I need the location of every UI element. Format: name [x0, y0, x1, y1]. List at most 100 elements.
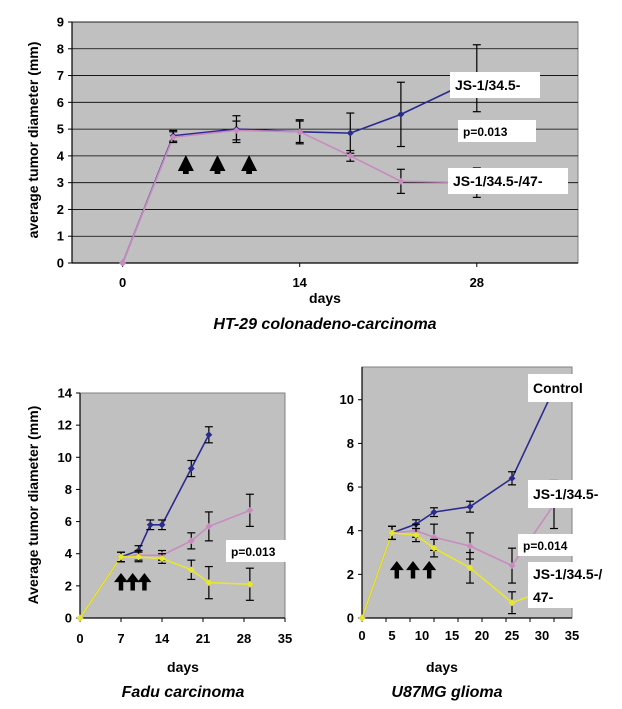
treatment-arrow — [137, 573, 152, 591]
y-tick-label: 2 — [347, 567, 354, 582]
chart-title: HT-29 colonadeno-carcinoma — [213, 316, 436, 333]
y-tick-label: 6 — [347, 480, 354, 495]
data-point — [205, 431, 213, 439]
x-tick-label: 15 — [445, 628, 459, 643]
data-point — [246, 580, 254, 588]
y-tick-label: 0 — [57, 256, 64, 271]
x-tick-label: 35 — [278, 631, 292, 646]
x-tick-label: 14 — [155, 631, 170, 646]
annotation-label: p=0.013 — [231, 545, 276, 559]
chart-3: 0 2 4 6 8 10 0 5 10 15 20 25 30 35 days U87MG glioma Con… — [340, 366, 610, 701]
y-tick-label: 10 — [58, 450, 72, 465]
y-tick-label: 2 — [57, 202, 64, 217]
data-point — [508, 562, 516, 570]
annotation-label: JS-1/34.5- — [455, 77, 521, 93]
x-tick-label: 21 — [196, 631, 210, 646]
treatment-arrow — [389, 561, 404, 579]
annotation-box — [226, 540, 288, 562]
chart-1: 0 1 2 3 4 5 6 7 8 9 0 14 28 days average tumor diamete… — [25, 15, 579, 333]
annotation-label: JS-1/34.5- — [533, 486, 599, 502]
y-tick-label: 10 — [340, 392, 354, 407]
x-tick-label: 0 — [76, 631, 83, 646]
data-point — [296, 128, 304, 136]
y-tick-label: 6 — [65, 514, 72, 529]
y-axis-label: average tumor diameter (mm) — [25, 42, 41, 239]
treatment-arrow — [422, 561, 437, 579]
annotation-label: JS-1/34.5-/47- — [453, 173, 543, 189]
data-point — [117, 553, 125, 561]
data-point — [358, 614, 366, 622]
y-tick-label: 8 — [57, 41, 64, 56]
treatment-arrow — [209, 155, 226, 174]
data-point — [346, 129, 354, 137]
y-tick-label: 0 — [347, 611, 354, 626]
data-point — [466, 542, 474, 550]
annotation-box — [458, 120, 536, 142]
series-3 — [76, 551, 254, 622]
data-point — [158, 554, 166, 563]
x-tick-label: 0 — [358, 628, 365, 643]
data-point — [388, 529, 396, 537]
y-tick-label: 7 — [57, 68, 64, 83]
x-tick-label: 14 — [292, 275, 307, 290]
data-point — [508, 599, 516, 607]
plot-area — [79, 392, 286, 619]
y-tick-label: 0 — [65, 611, 72, 626]
y-tick-label: 6 — [57, 95, 64, 110]
annotation-box — [528, 562, 610, 586]
y-tick-label: 9 — [57, 15, 64, 30]
data-point — [187, 566, 195, 574]
x-axis-label: days — [309, 290, 341, 306]
data-point — [187, 464, 195, 473]
y-tick-label: 8 — [347, 436, 354, 451]
annotation-label: 47- — [533, 589, 554, 605]
y-tick-label: 4 — [57, 148, 65, 163]
data-point — [205, 522, 213, 530]
y-tick-label: 8 — [65, 482, 72, 497]
x-axis-label: days — [426, 659, 458, 675]
chart-title: U87MG glioma — [391, 684, 502, 701]
treatment-arrow — [114, 573, 128, 591]
annotation-box — [448, 168, 568, 194]
x-tick-label: 25 — [505, 628, 519, 643]
data-point — [76, 614, 84, 622]
x-tick-label: 35 — [565, 628, 579, 643]
chart-title: Fadu carcinoma — [122, 684, 245, 701]
x-tick-label: 10 — [415, 628, 429, 643]
x-tick-label: 28 — [237, 631, 251, 646]
y-tick-label: 2 — [65, 578, 72, 593]
chart-2: 0 2 4 6 8 10 12 14 0 7 14 21 28 35 days Average tumor d… — [25, 386, 292, 702]
treatment-arrow — [177, 155, 194, 174]
annotation-box — [450, 72, 540, 98]
y-tick-label: 4 — [65, 546, 73, 561]
data-point — [508, 474, 516, 482]
data-point — [346, 152, 354, 160]
data-point — [187, 537, 195, 545]
data-point — [169, 133, 177, 141]
x-tick-label: 0 — [119, 275, 126, 290]
data-point — [158, 521, 166, 529]
treatment-arrow — [241, 155, 258, 174]
x-tick-label: 7 — [117, 631, 124, 646]
data-point — [466, 564, 474, 572]
annotation-label: p=0.014 — [523, 539, 568, 553]
y-tick-label: 5 — [57, 122, 64, 137]
y-axis-label: Average tumor diameter (mm) — [25, 406, 41, 605]
data-point — [119, 259, 127, 267]
x-tick-label: 5 — [388, 628, 395, 643]
data-point — [135, 553, 143, 561]
y-tick-label: 3 — [57, 175, 64, 190]
data-point — [430, 544, 438, 552]
treatment-arrow — [406, 561, 420, 579]
x-axis-label: days — [167, 659, 199, 675]
y-tick-label: 14 — [58, 386, 73, 401]
plot-area — [71, 21, 579, 264]
data-point — [205, 579, 213, 587]
x-tick-label: 20 — [475, 628, 489, 643]
x-tick-label: 30 — [535, 628, 549, 643]
annotation-box — [528, 480, 610, 508]
annotation-box — [528, 586, 610, 608]
annotation-box — [528, 374, 610, 402]
annotation-label: Control — [533, 380, 583, 396]
